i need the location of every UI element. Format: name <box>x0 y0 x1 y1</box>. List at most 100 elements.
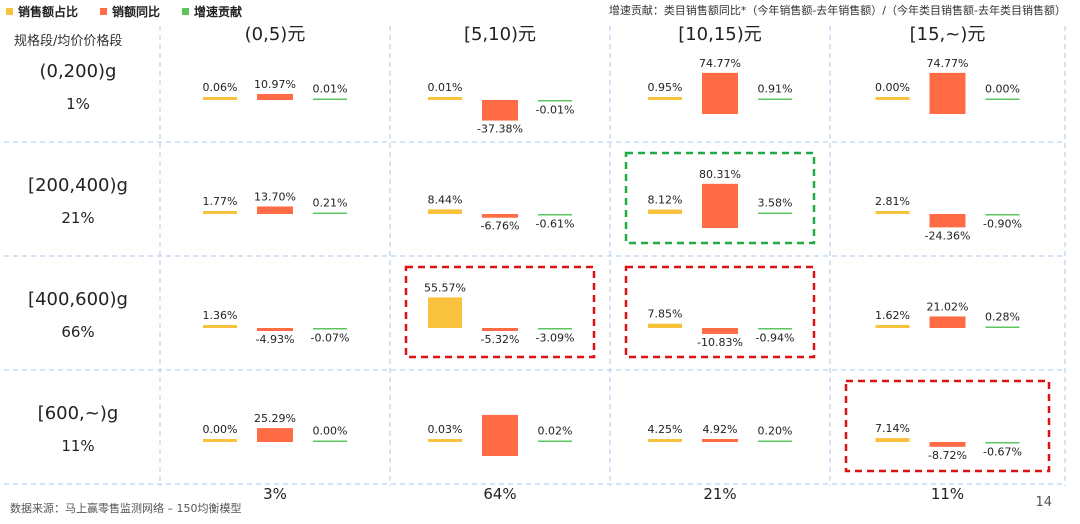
chart-bar <box>985 326 1020 328</box>
data-label: 25.29% <box>254 412 296 425</box>
data-label: 13.70% <box>254 190 296 203</box>
data-label: 10.97% <box>254 78 296 91</box>
data-label: 1.77% <box>203 195 238 208</box>
chart-bar <box>929 316 966 328</box>
row-share: 21% <box>61 209 94 227</box>
column-share: 64% <box>483 485 516 503</box>
data-label: 7.85% <box>648 308 683 321</box>
legend-swatch-share <box>6 8 13 15</box>
row-header: [400,600)g <box>28 289 128 310</box>
chart-bar <box>313 328 347 330</box>
data-label: -10.83% <box>697 336 743 349</box>
legend-item-yoy: 销额同比 <box>100 3 160 20</box>
data-label: 74.77% <box>699 57 741 70</box>
chart-bar <box>428 439 462 442</box>
data-label: 0.91% <box>758 83 793 96</box>
column-share: 11% <box>931 485 964 503</box>
chart-bar <box>875 325 910 328</box>
legend-label-yoy: 销额同比 <box>112 5 161 19</box>
chart-bar <box>203 211 237 214</box>
chart-bar <box>758 440 792 442</box>
column-share: 3% <box>263 485 287 503</box>
data-label: 8.44% <box>428 193 463 206</box>
chart-bar <box>875 438 910 442</box>
chart-bar <box>482 414 518 456</box>
data-label: 4.25% <box>648 423 683 436</box>
chart-bar <box>313 98 347 100</box>
chart-bar <box>985 442 1020 444</box>
chart-bar <box>428 97 462 100</box>
legend-item-contribution: 增速贡献 <box>182 3 242 20</box>
chart-bar <box>313 440 347 442</box>
chart-bar <box>482 328 518 331</box>
legend: 销售额占比 销额同比 增速贡献 <box>6 3 242 20</box>
row-header: [600,~)g <box>38 403 119 424</box>
row-share: 66% <box>61 323 94 341</box>
data-label: 0.06% <box>203 81 238 94</box>
chart-bar <box>482 100 518 121</box>
chart-bar <box>985 98 1020 100</box>
data-label: 0.00% <box>985 83 1020 96</box>
page-number: 14 <box>1035 495 1052 510</box>
data-label: 8.12% <box>648 194 683 207</box>
chart-bar <box>648 439 682 442</box>
row-share: 1% <box>66 95 90 113</box>
chart-bar <box>758 212 792 214</box>
column-header: [15,~)元 <box>910 24 986 45</box>
chart-bar <box>313 212 347 214</box>
data-label: 0.20% <box>758 425 793 438</box>
data-label: 0.28% <box>985 311 1020 324</box>
data-label: 2.81% <box>875 195 910 208</box>
data-label: -0.61% <box>536 218 575 231</box>
chart-bar <box>929 442 966 447</box>
chart-bar <box>203 325 237 328</box>
chart-bar <box>702 72 738 114</box>
chart-bar <box>257 206 293 214</box>
data-label: 55.57% <box>424 281 466 294</box>
data-label: -0.07% <box>311 332 350 345</box>
chart-bar <box>538 328 572 330</box>
data-label: 80.31% <box>699 168 741 181</box>
data-label: 0.95% <box>648 81 683 94</box>
legend-label-share: 销售额占比 <box>18 5 79 19</box>
chart-bar <box>538 214 572 216</box>
chart-bar <box>257 428 293 442</box>
chart-bar <box>257 93 293 100</box>
chart-bar <box>985 214 1020 216</box>
chart-bar <box>702 328 738 334</box>
highlight-box <box>404 265 596 359</box>
column-header: [10,15)元 <box>678 24 762 45</box>
chart-bar <box>929 72 966 114</box>
row-share: 11% <box>61 437 94 455</box>
data-label: 4.92% <box>703 423 738 436</box>
data-label: 0.01% <box>313 83 348 96</box>
chart-bar <box>758 328 792 330</box>
data-label: -6.76% <box>481 220 520 233</box>
data-label: 0.00% <box>203 423 238 436</box>
column-share: 21% <box>703 485 736 503</box>
data-label: -0.67% <box>983 446 1022 459</box>
data-label: -37.38% <box>477 123 523 136</box>
column-header: (0,5)元 <box>245 24 306 45</box>
data-label: 0.00% <box>875 81 910 94</box>
chart-bar <box>929 214 966 228</box>
data-label: -0.90% <box>983 218 1022 231</box>
chart-bar <box>538 440 572 442</box>
data-label: -8.72% <box>928 449 967 462</box>
chart-bar <box>875 97 910 100</box>
chart-bar <box>702 183 738 228</box>
legend-item-share: 销售额占比 <box>6 3 78 20</box>
data-label: -3.09% <box>536 332 575 345</box>
chart-bar <box>875 211 910 214</box>
data-label: 3.58% <box>758 197 793 210</box>
highlight-box <box>624 265 816 359</box>
chart-bar <box>428 209 462 214</box>
chart-bar <box>702 439 738 442</box>
definition-note: 增速贡献：类目销售额同比*（今年销售额-去年销售额）/（今年类目销售额-去年类目… <box>608 4 1066 17</box>
data-label: -0.94% <box>756 332 795 345</box>
chart-bar <box>482 214 518 218</box>
data-label: 0.21% <box>313 197 348 210</box>
chart-bar <box>648 323 682 328</box>
chart-bar <box>648 209 682 214</box>
